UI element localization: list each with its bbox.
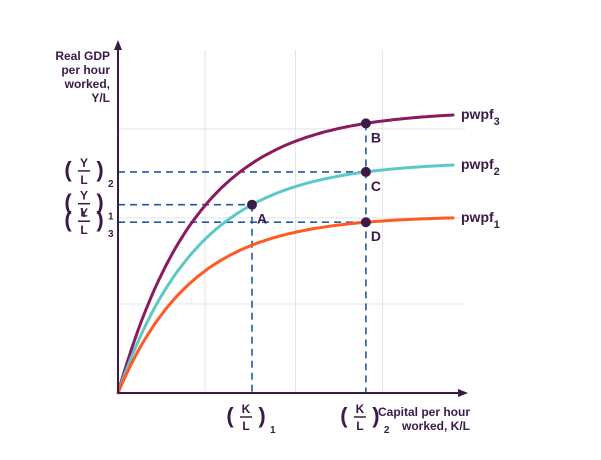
y-tick-label-1-numerator: Y (80, 189, 88, 203)
curve-pwpf-3 (116, 113, 455, 395)
y-tick-label-3-open-paren: ( (64, 207, 72, 232)
x-tick-label-2-close-paren: ) (372, 403, 379, 428)
x-tick-label-2-numerator: K (356, 402, 365, 416)
y-axis-title-line: per hour (61, 63, 110, 77)
x-axis-title-line: Capital per hour (378, 405, 470, 419)
guide-lines (118, 123, 367, 393)
y-tick-label-2-denominator: L (80, 173, 87, 187)
axes (114, 40, 468, 397)
x-tick-label-1-open-paren: ( (226, 403, 234, 428)
y-axis-arrow (114, 40, 122, 50)
y-tick-label-2-open-paren: ( (64, 157, 72, 182)
x-tick-label-1-close-paren: ) (258, 403, 265, 428)
x-tick-label-1: ( KL) 1 (226, 402, 276, 436)
y-tick-label-1-open-paren: ( (64, 190, 72, 215)
x-axis-title-line: worked, K/L (401, 419, 470, 433)
x-tick-label-2-subscript: 2 (384, 425, 390, 436)
curve-pwpf-1 (116, 216, 455, 395)
y-tick-label-3-denominator: L (80, 223, 87, 237)
y-tick-label-3: ( YL) 3 (64, 206, 114, 240)
y-axis-title-line: worked, (64, 77, 110, 91)
point-D (360, 217, 371, 228)
y-tick-label-1-denominator: L (80, 206, 87, 220)
y-axis-title-line: Y/L (91, 91, 110, 105)
x-tick-label-1-numerator: K (242, 402, 251, 416)
x-tick-label-2-denominator: L (356, 419, 363, 433)
y-tick-label-2-subscript: 2 (108, 179, 114, 190)
y-tick-label-2-close-paren: ) (96, 157, 103, 182)
series-label-pwpf-3: pwpf3 (461, 106, 500, 128)
curves (116, 113, 455, 395)
point-C (360, 166, 371, 177)
point-label-D: D (371, 228, 381, 244)
series-label-pwpf-2: pwpf2 (461, 156, 500, 178)
point-label-A: A (257, 211, 267, 227)
x-tick-label-2: ( KL) 2 (340, 402, 390, 436)
y-tick-label-3-subscript: 3 (108, 229, 114, 240)
point-label-B: B (371, 129, 381, 145)
x-axis-arrow (458, 389, 468, 397)
points (247, 118, 371, 228)
y-tick-label-2: ( YL) 2 (64, 156, 114, 190)
x-tick-label-2-open-paren: ( (340, 403, 348, 428)
y-tick-label-1-close-paren: ) (96, 190, 103, 215)
y-tick-label-2-numerator: Y (80, 156, 88, 170)
y-tick-label-1: ( YL) 1 (64, 189, 114, 223)
point-B (360, 118, 371, 129)
point-A (247, 199, 257, 210)
y-tick-label-3-numerator: Y (80, 206, 88, 220)
x-tick-label-1-subscript: 1 (270, 425, 276, 436)
series-label-pwpf-1: pwpf1 (461, 209, 500, 231)
x-tick-label-1-denominator: L (242, 419, 249, 433)
y-tick-label-3-close-paren: ) (96, 207, 103, 232)
point-label-C: C (371, 178, 381, 194)
y-tick-label-1-subscript: 1 (108, 212, 114, 223)
curve-pwpf-2 (116, 163, 455, 395)
y-axis-title-line: Real GDP (55, 49, 110, 63)
